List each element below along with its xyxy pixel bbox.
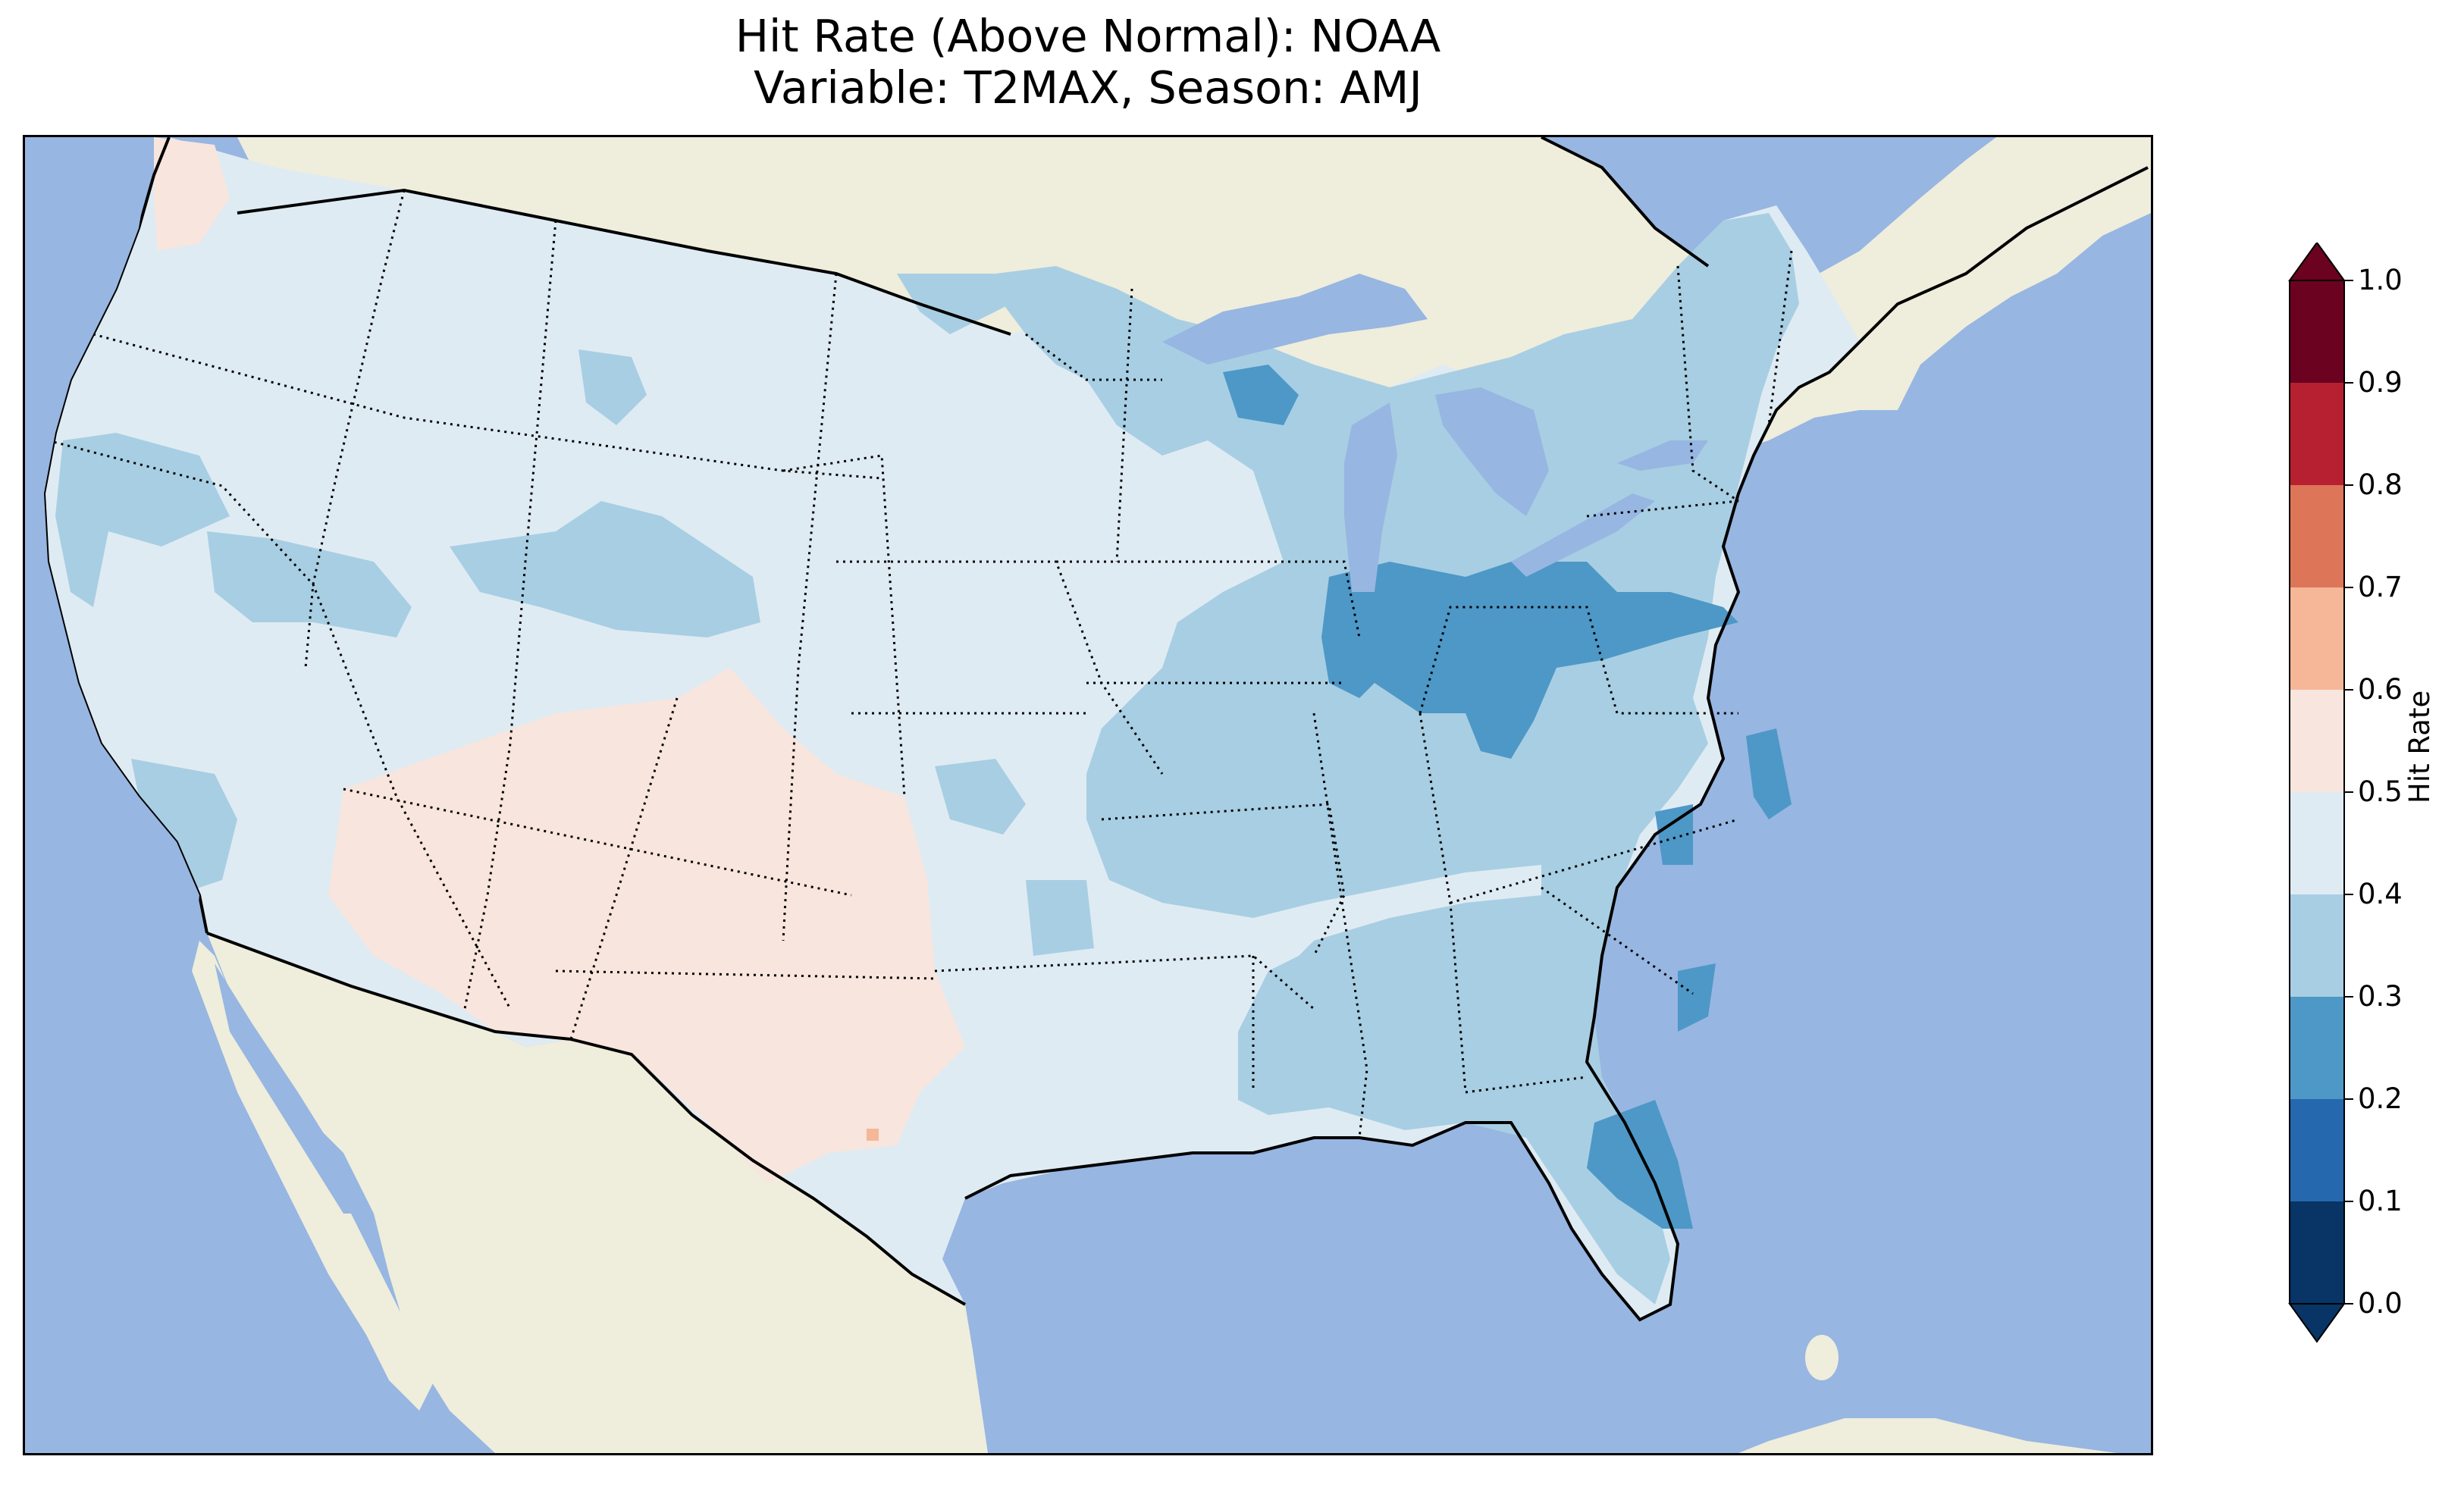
- title-line-1: Hit Rate (Above Normal): NOAA: [735, 10, 1441, 62]
- colorbar-tick: 0.2: [2358, 1082, 2403, 1115]
- lake-michigan: [1344, 402, 1397, 592]
- colorbar-segment: [2290, 792, 2344, 894]
- great-basin-patch: [207, 531, 412, 637]
- oklahoma-patch: [1026, 880, 1094, 956]
- east-region: [995, 213, 1799, 1305]
- colorado-patch: [935, 759, 1026, 835]
- colorbar-tick: 0.7: [2358, 571, 2403, 603]
- colorbar-tick: 0.5: [2358, 775, 2403, 808]
- colorbar-tick: 0.4: [2358, 878, 2403, 910]
- map-title: Hit Rate (Above Normal): NOAA Variable: …: [23, 11, 2153, 114]
- lake-superior: [1162, 274, 1428, 365]
- colorbar-segment: [2290, 485, 2344, 587]
- colorbar-segment: [2290, 690, 2344, 792]
- colorbar-tick: 0.3: [2358, 980, 2403, 1013]
- island-shape: [1805, 1335, 1839, 1380]
- colorbar-tick: 0.6: [2358, 673, 2403, 706]
- idaho-patch: [578, 349, 647, 425]
- colorbar-tick: 0.1: [2358, 1185, 2403, 1217]
- colorbar: [2288, 243, 2353, 1343]
- colorbar-segment: [2290, 1099, 2344, 1201]
- nevada-patch: [131, 759, 237, 895]
- lake-ontario: [1617, 440, 1708, 471]
- lake-erie: [1511, 493, 1655, 577]
- hotspot-cell: [867, 1129, 879, 1141]
- ohio-valley-patch: [1321, 562, 1738, 759]
- colorbar-tick: 0.9: [2358, 366, 2403, 399]
- florida-patch: [1587, 1100, 1693, 1229]
- pacific-ocean: [25, 137, 450, 1453]
- colorbar-tick: 1.0: [2358, 264, 2403, 296]
- sc-coast-patch: [1678, 963, 1716, 1032]
- nd-patch: [897, 274, 1011, 334]
- cuba-land: [1738, 1418, 2118, 1453]
- map-canvas: [25, 137, 2151, 1453]
- colorbar-label: Hit Rate: [2403, 690, 2436, 803]
- colorbar-segment: [2290, 383, 2344, 485]
- nc-inland-patch: [1655, 804, 1693, 865]
- colorbar-extend-max: [2288, 243, 2346, 281]
- wyoming-patch: [450, 501, 760, 637]
- pnw-coast-region: [154, 137, 230, 251]
- title-line-2: Variable: T2MAX, Season: AMJ: [754, 61, 1422, 114]
- state-borders: [47, 189, 1793, 1139]
- map-panel: [23, 135, 2153, 1455]
- wisconsin-patch: [1223, 365, 1299, 425]
- gulf-of-california: [215, 963, 366, 1214]
- nc-coast-patch: [1746, 728, 1792, 819]
- colorbar-segment: [2290, 997, 2344, 1099]
- colorbar-segment: [2290, 894, 2344, 997]
- lake-huron: [1435, 387, 1549, 516]
- colorbar-extend-min: [2288, 1303, 2346, 1343]
- colorbar-tick: 0.8: [2358, 468, 2403, 501]
- mexico-land: [207, 933, 988, 1453]
- colorbar-tick: 0.0: [2358, 1287, 2403, 1320]
- colorbar-segment: [2290, 587, 2344, 690]
- colorbar-segment: [2290, 1201, 2344, 1304]
- california-patch: [55, 433, 230, 607]
- southwest-region: [328, 668, 965, 1183]
- colorbar-segment: [2290, 280, 2344, 383]
